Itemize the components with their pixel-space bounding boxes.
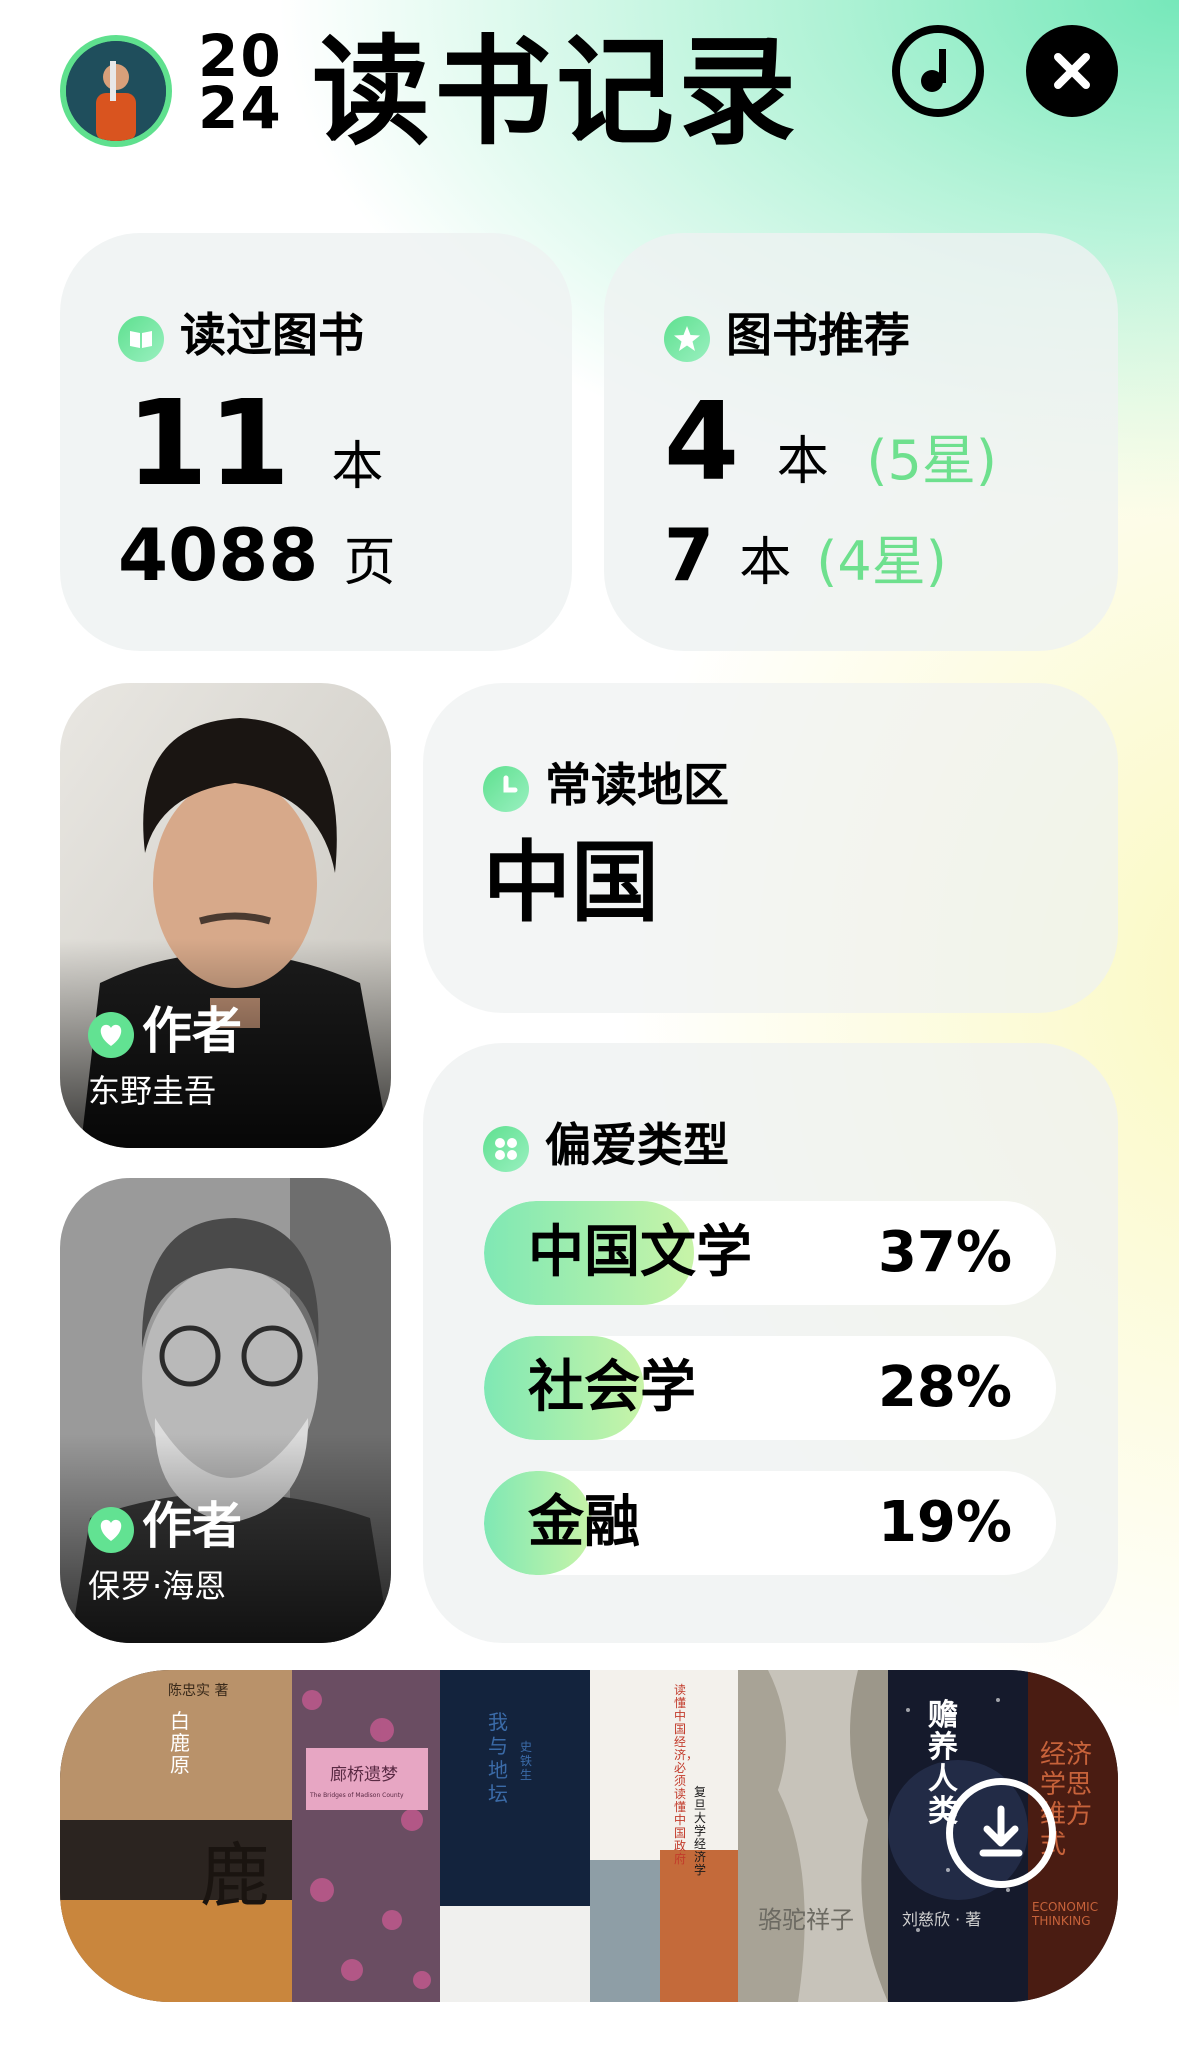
book-subtitle-7: ECONOMIC THINKING bbox=[1032, 1900, 1099, 1928]
page-title: 读书记录 bbox=[312, 23, 801, 161]
author-photo-1 bbox=[60, 683, 391, 1148]
book-author-6: 刘慈欣 · 著 bbox=[902, 1910, 982, 1929]
genre-fill-1 bbox=[484, 1201, 694, 1305]
author-name-2: 保罗·海恩 bbox=[88, 1567, 227, 1605]
region-card: 常读地区 中国 bbox=[423, 683, 1118, 1013]
four-star-unit: 本 bbox=[739, 533, 792, 593]
book-subtitle-1: 鹿 bbox=[200, 1835, 270, 1917]
books-read-count: 11 bbox=[126, 374, 291, 512]
book-title-2: 廊桥遗梦 bbox=[330, 1765, 398, 1785]
book-author-3: 史铁生 bbox=[520, 1740, 533, 1782]
pages-read-unit: 页 bbox=[343, 533, 396, 593]
avatar[interactable] bbox=[60, 35, 172, 147]
close-button[interactable] bbox=[1026, 25, 1118, 117]
author-label-1: 作者 bbox=[142, 1002, 242, 1060]
heart-icon bbox=[88, 1011, 134, 1058]
genre-percent-3: 19% bbox=[877, 1490, 1012, 1555]
book-cover-5[interactable]: 骆驼祥子 bbox=[738, 1670, 888, 2002]
book-cover-1[interactable]: 陈忠实 著 白鹿原 鹿 bbox=[60, 1670, 292, 2002]
genre-name-3: 金融 bbox=[528, 1490, 640, 1555]
clock-icon bbox=[483, 765, 529, 812]
book-title-4: 读懂中国经济，必须读懂中国政府 bbox=[674, 1683, 699, 1866]
book-subtitle-4: 复旦大学经济学 bbox=[694, 1785, 707, 1877]
star-icon bbox=[664, 315, 710, 362]
genre-fill-3 bbox=[484, 1471, 592, 1575]
five-star-note: (5星) bbox=[866, 429, 997, 492]
region-value: 中国 bbox=[483, 831, 660, 934]
book-title-1: 白鹿原 bbox=[170, 1709, 190, 1777]
music-button[interactable] bbox=[892, 25, 984, 117]
music-note-icon bbox=[921, 49, 946, 92]
book-cover-3[interactable]: 我与地坛 史铁生 bbox=[440, 1670, 590, 2002]
genre-row-2[interactable]: 社会学 28% bbox=[484, 1336, 1056, 1440]
genre-fill-2 bbox=[484, 1336, 644, 1440]
author-photo-2 bbox=[60, 1178, 391, 1643]
book-cover-2[interactable]: 廊桥遗梦 The Bridges of Madison County bbox=[292, 1670, 440, 2002]
avatar-image bbox=[66, 41, 166, 141]
year-label: 20 24 bbox=[198, 22, 283, 142]
genre-row-3[interactable]: 金融 19% bbox=[484, 1471, 1056, 1575]
genre-name-2: 社会学 bbox=[528, 1355, 696, 1420]
heart-icon bbox=[88, 1506, 134, 1553]
genre-row-1[interactable]: 中国文学 37% bbox=[484, 1201, 1056, 1305]
read-books-label: 读过图书 bbox=[180, 308, 365, 362]
book-cover-4[interactable]: 读懂中国经济，必须读懂中国政府 复旦大学经济学 bbox=[590, 1670, 738, 2002]
genre-label: 偏爱类型 bbox=[545, 1118, 730, 1172]
recommend-card: 图书推荐 4 本 (5星) 7 本 (4星) bbox=[604, 233, 1118, 651]
genre-percent-1: 37% bbox=[877, 1220, 1012, 1285]
pages-read-count: 4088 bbox=[118, 513, 319, 597]
book-title-5: 骆驼祥子 bbox=[758, 1906, 854, 1934]
book-icon bbox=[118, 315, 164, 362]
books-read-unit: 本 bbox=[331, 437, 384, 497]
book-title-3: 我与地坛 bbox=[488, 1710, 508, 1806]
genre-name-1: 中国文学 bbox=[528, 1220, 752, 1285]
author-name-1: 东野圭吾 bbox=[88, 1072, 217, 1110]
book-subtitle-2: The Bridges of Madison County bbox=[310, 1792, 404, 1799]
five-star-count: 4 bbox=[664, 380, 740, 505]
four-star-note: (4星) bbox=[816, 530, 947, 593]
book-author-1: 陈忠实 著 bbox=[168, 1683, 229, 1699]
five-star-unit: 本 bbox=[776, 432, 829, 492]
read-books-card: 读过图书 11 本 4088 页 bbox=[60, 233, 572, 651]
book-title-6: 赡养人类 bbox=[928, 1698, 958, 1829]
author-label-2: 作者 bbox=[142, 1497, 242, 1555]
category-grid-icon bbox=[483, 1125, 529, 1172]
download-button[interactable] bbox=[946, 1778, 1056, 1888]
recommend-label: 图书推荐 bbox=[726, 308, 911, 362]
four-star-count: 7 bbox=[664, 513, 715, 597]
author-card-1[interactable]: 作者 东野圭吾 bbox=[60, 683, 391, 1148]
genre-percent-2: 28% bbox=[877, 1355, 1012, 1420]
author-card-2[interactable]: 作者 保罗·海恩 bbox=[60, 1178, 391, 1643]
download-icon bbox=[979, 1805, 1023, 1857]
region-label: 常读地区 bbox=[545, 758, 730, 812]
close-icon bbox=[1054, 53, 1090, 89]
